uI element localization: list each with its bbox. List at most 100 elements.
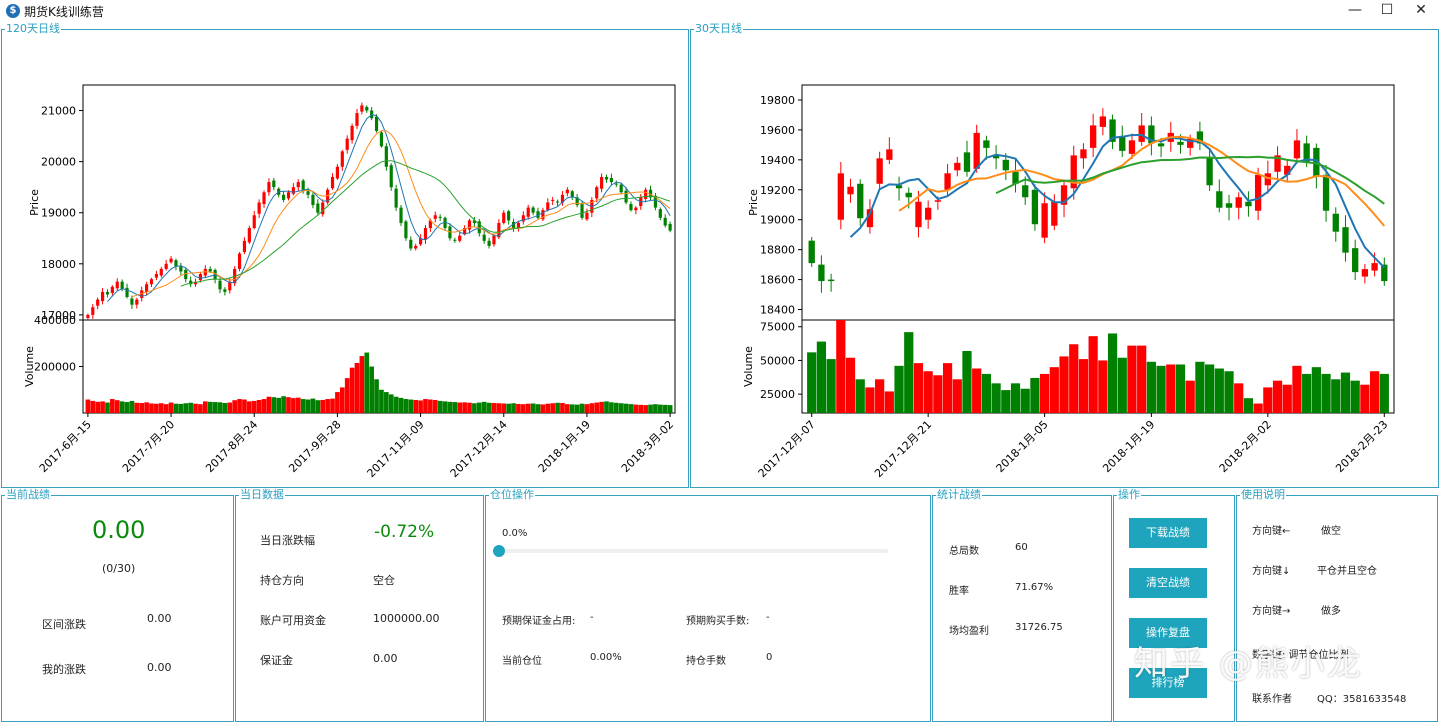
candle-body bbox=[223, 289, 227, 292]
volume-bar bbox=[535, 404, 541, 413]
close-button[interactable]: ✕ bbox=[1415, 2, 1427, 18]
price-ytick-label: 18000 bbox=[41, 258, 76, 271]
leaderboard-button[interactable]: 排行榜 bbox=[1129, 668, 1207, 698]
volume-bar bbox=[1049, 367, 1059, 413]
candle-body bbox=[1109, 119, 1116, 142]
price-ytick-label: 18800 bbox=[760, 244, 795, 257]
volume-bar bbox=[266, 396, 272, 413]
candle-body bbox=[443, 217, 447, 229]
volume-bar bbox=[369, 366, 374, 413]
candle-body bbox=[511, 221, 516, 229]
volume-bar bbox=[281, 396, 286, 413]
volume-axes-frame bbox=[801, 319, 1395, 414]
price-ytick-label: 17000 bbox=[41, 309, 76, 322]
volume-bar bbox=[579, 403, 585, 413]
chart120-panel: 120天日线 17000 18000 19000 20000 21000 200000 40… bbox=[1, 23, 689, 488]
candle-body bbox=[1119, 135, 1126, 151]
candle-body bbox=[379, 132, 384, 147]
volume-bar bbox=[574, 404, 580, 413]
volume-bar bbox=[100, 401, 105, 413]
volume-bar bbox=[90, 400, 96, 413]
volume-ytick-label: 25000 bbox=[760, 388, 795, 401]
candle-body bbox=[992, 155, 1000, 159]
ma20-line bbox=[180, 160, 671, 287]
volume-bar bbox=[149, 403, 154, 413]
xtick-label: 2017-8月-24 bbox=[203, 418, 260, 475]
candle-body bbox=[668, 223, 672, 231]
candle-body bbox=[179, 266, 183, 272]
volume-bar bbox=[545, 403, 551, 413]
candle-body bbox=[624, 190, 628, 203]
volume-bar bbox=[335, 392, 340, 413]
volume-bar bbox=[623, 403, 629, 413]
volume-bar bbox=[589, 403, 595, 413]
available-funds-label: 账户可用资金 bbox=[260, 614, 326, 627]
volume-bar bbox=[300, 399, 306, 413]
volume-bar bbox=[134, 402, 140, 413]
candle-body bbox=[198, 274, 203, 281]
volume-bar bbox=[1069, 344, 1079, 413]
candle-body bbox=[91, 307, 95, 315]
candle-body bbox=[1177, 141, 1184, 145]
volume-bar bbox=[173, 403, 179, 413]
candle-body bbox=[600, 176, 604, 189]
candle-body bbox=[1293, 140, 1301, 159]
candle-body bbox=[184, 269, 188, 280]
candle-body bbox=[115, 281, 119, 289]
candle-body bbox=[140, 290, 144, 299]
candle-body bbox=[1332, 213, 1339, 232]
volume-bar bbox=[428, 399, 433, 413]
candle-body bbox=[1022, 185, 1029, 198]
position-slider-handle[interactable] bbox=[493, 545, 505, 557]
volume-bar bbox=[1156, 365, 1166, 413]
xtick-label: 2017-11月-09 bbox=[365, 418, 427, 480]
minimize-button[interactable]: — bbox=[1348, 2, 1362, 18]
candle-body bbox=[125, 287, 129, 298]
chart30-panel-label: 30天日线 bbox=[694, 22, 743, 35]
volume-bar bbox=[237, 399, 242, 413]
maximize-button[interactable]: ☐ bbox=[1380, 2, 1394, 18]
candle-body bbox=[1041, 203, 1048, 238]
candle-body bbox=[321, 202, 325, 215]
download-records-button[interactable]: 下载战绩 bbox=[1129, 518, 1207, 548]
candle-body bbox=[915, 201, 922, 228]
volume-bar bbox=[1350, 380, 1360, 413]
xtick-label: 2018-2月-02 bbox=[1217, 418, 1274, 475]
my-change-label: 我的涨跌 bbox=[42, 663, 86, 676]
volume-bar bbox=[604, 401, 609, 413]
xtick-label: 2017-9月-28 bbox=[286, 418, 343, 475]
volume-bar bbox=[158, 403, 164, 413]
candle-body bbox=[262, 192, 266, 205]
volume-bar bbox=[1224, 371, 1234, 413]
daily-change-value: -0.72% bbox=[374, 522, 435, 542]
candle-body bbox=[355, 113, 359, 126]
volume-bar bbox=[349, 367, 355, 413]
zhihu-watermark: 知乎 @熊小龙 bbox=[1134, 644, 1363, 684]
review-operations-button[interactable]: 操作复盘 bbox=[1129, 618, 1207, 648]
held-lots-value: 0 bbox=[766, 652, 773, 663]
candle-body bbox=[120, 281, 124, 290]
volume-bar bbox=[1360, 384, 1370, 413]
volume-bar bbox=[1020, 388, 1030, 413]
volume-bar bbox=[178, 403, 184, 413]
candle-body bbox=[350, 125, 354, 141]
volume-bar bbox=[1292, 365, 1302, 413]
position-slider-value: 0.0% bbox=[502, 528, 528, 539]
xtick-label: 2018-1月-05 bbox=[994, 418, 1051, 475]
volume-bar bbox=[217, 402, 223, 413]
clear-records-button[interactable]: 清空战绩 bbox=[1129, 568, 1207, 598]
candle-body bbox=[252, 215, 256, 229]
volume-bar bbox=[525, 403, 531, 413]
position-slider-track[interactable] bbox=[498, 549, 888, 553]
volume-bar bbox=[1059, 356, 1069, 413]
candle-body bbox=[237, 253, 242, 269]
price-ytick-label: 19600 bbox=[760, 124, 795, 137]
help-key-right: 方向键→ bbox=[1252, 606, 1291, 617]
candle-body bbox=[472, 220, 476, 223]
volume-bar bbox=[555, 402, 560, 413]
volume-bar bbox=[251, 400, 257, 413]
volume-bar bbox=[276, 397, 282, 413]
volume-bar bbox=[1030, 377, 1040, 413]
candle-body bbox=[145, 284, 149, 292]
candle-body bbox=[296, 182, 300, 188]
